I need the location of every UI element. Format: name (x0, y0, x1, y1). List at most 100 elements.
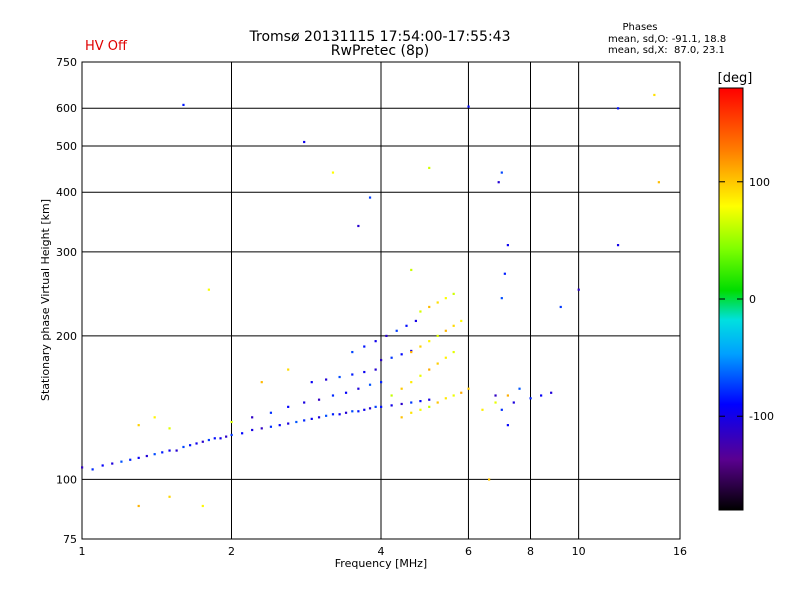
data-point-x (260, 381, 263, 384)
data-point-o (368, 407, 372, 410)
chart-subtitle: RwPretec (8p) (331, 43, 429, 59)
data-point-o (351, 410, 354, 413)
data-point-o (310, 381, 313, 384)
data-point-o (494, 394, 497, 397)
data-point-x (230, 420, 233, 424)
data-point-o (101, 464, 104, 467)
data-point-o (195, 442, 198, 445)
data-point-x (201, 504, 204, 508)
y-tick-labels: 75 100 200 300 400 500 600 750 (56, 56, 77, 546)
data-point-x (436, 301, 439, 304)
data-point-o (357, 410, 360, 413)
data-point-o (303, 401, 306, 404)
data-point-o (287, 422, 290, 425)
data-point-o (325, 414, 328, 417)
data-point-o (363, 370, 366, 374)
data-point-o (414, 319, 417, 323)
y-tick-label: 300 (56, 246, 77, 259)
x-tick-label: 8 (527, 545, 534, 558)
data-point-o (380, 358, 383, 362)
data-point-x (419, 374, 422, 377)
x-tick-label: 16 (673, 545, 687, 558)
data-point-x (410, 381, 413, 384)
data-point-o (310, 417, 313, 420)
data-point-x (419, 345, 422, 348)
data-point-o (374, 340, 377, 343)
data-point-x (436, 334, 439, 338)
data-point-x (436, 362, 439, 365)
data-point-o (405, 324, 408, 327)
data-point-x (657, 181, 660, 184)
data-point-x (428, 368, 431, 371)
x-tick-label: 10 (572, 545, 586, 558)
data-point-o (120, 460, 123, 463)
data-point-o (368, 383, 372, 386)
data-point-x (331, 171, 335, 174)
data-point-x (428, 305, 431, 309)
data-point-o (390, 356, 393, 359)
data-point-o (153, 453, 156, 456)
data-point-o (616, 107, 620, 110)
data-point-o (269, 411, 273, 414)
data-point-x (153, 416, 156, 419)
colorbar-label: [deg] (718, 71, 753, 86)
data-point-x (452, 324, 455, 327)
y-tick-label: 75 (63, 533, 77, 546)
data-point-x (410, 411, 413, 414)
data-point-o (357, 387, 360, 390)
data-point-x (506, 394, 509, 397)
data-point-x (444, 397, 447, 400)
data-point-o (182, 445, 185, 449)
data-point-o (357, 224, 360, 228)
data-point-o (241, 432, 244, 435)
data-point-x (444, 297, 447, 300)
phases-x-stats: mean, sd,X: 87.0, 23.1 (608, 45, 725, 56)
data-point-o (251, 428, 254, 432)
data-point-x (452, 350, 455, 354)
data-point-x (653, 93, 656, 97)
y-tick-label: 500 (56, 140, 77, 153)
colorbar-ticks: 100 0 -100 (719, 176, 774, 423)
data-point-o (295, 420, 298, 424)
data-point-o (331, 394, 335, 397)
grid-lines (82, 62, 680, 539)
data-point-o (518, 387, 521, 390)
data-point-o (303, 140, 306, 144)
data-point-o (317, 416, 321, 419)
colorbar-tick-label: 0 (749, 293, 756, 306)
data-point-o (428, 398, 431, 401)
data-point-o (213, 437, 216, 440)
data-point-o (503, 272, 506, 275)
data-point-o (225, 435, 228, 438)
y-tick-label: 100 (56, 473, 77, 486)
y-axis-label: Stationary phase Virtual Height [km] (39, 199, 52, 401)
colorbar-tick-label: -100 (749, 410, 774, 423)
data-point-o (351, 350, 354, 354)
data-point-o (168, 449, 171, 452)
data-point-x (410, 350, 413, 354)
colorbar-tick-label: 100 (749, 176, 770, 189)
data-point-o (368, 196, 372, 199)
data-point-x (452, 394, 455, 397)
data-point-x (428, 166, 431, 170)
data-point-x (390, 394, 393, 397)
data-point-o (374, 405, 377, 408)
data-point-o (338, 375, 341, 379)
data-point-o (91, 468, 94, 471)
data-point-o (390, 404, 393, 407)
data-point-o (467, 105, 470, 108)
y-tick-label: 200 (56, 330, 77, 343)
data-point-x (137, 504, 140, 508)
data-point-x (410, 268, 413, 272)
data-point-o (506, 244, 509, 247)
data-point-o (201, 440, 204, 443)
y-tick-label: 400 (56, 186, 77, 199)
chart-title: Tromsø 20131115 17:54:00-17:55:43 (249, 29, 511, 45)
data-point-x (207, 288, 210, 291)
data-point-o (374, 368, 377, 371)
data-point-o (81, 466, 84, 469)
data-point-o (351, 373, 354, 376)
data-point-x (400, 416, 403, 419)
data-point-x (428, 405, 431, 408)
